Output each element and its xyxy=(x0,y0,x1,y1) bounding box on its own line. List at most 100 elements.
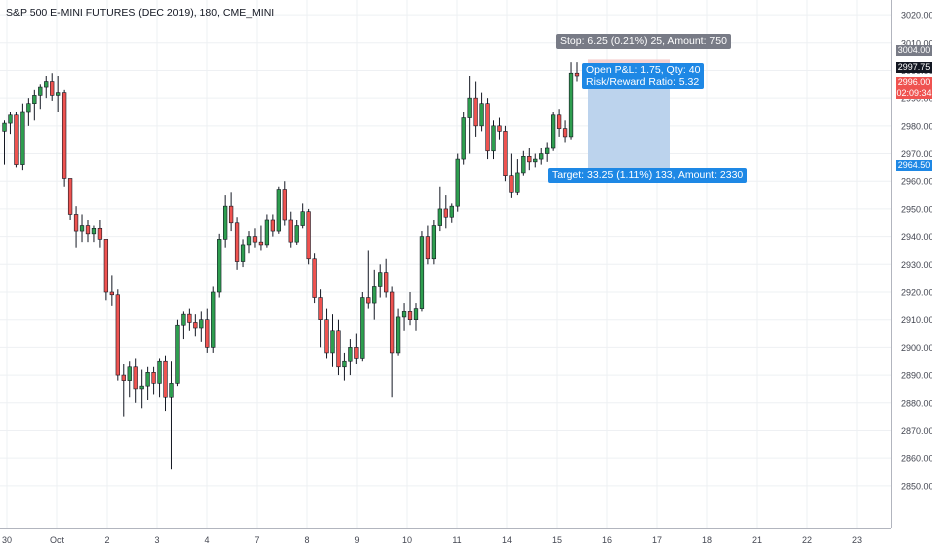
candle-body xyxy=(252,236,258,243)
candle-body xyxy=(294,225,299,243)
candle-body xyxy=(223,205,228,240)
x-tick-label: 9 xyxy=(354,535,359,545)
x-tick-label: 2 xyxy=(104,535,109,545)
x-tick-label: 7 xyxy=(254,535,259,545)
candle-body xyxy=(449,205,454,218)
target-label: Target: 33.25 (1.11%) 133, Amount: 2330 xyxy=(548,168,748,183)
candle-body xyxy=(378,272,383,287)
y-tick-label: 2890.00 xyxy=(901,371,932,381)
candle-body xyxy=(73,214,79,232)
candle-body xyxy=(276,189,281,232)
x-tick-label: 22 xyxy=(802,535,812,545)
candle-body xyxy=(240,244,246,262)
candle-body xyxy=(103,239,109,293)
target-zone xyxy=(588,81,670,169)
open-pnl-text: Open P&L: 1.75, Qty: 40 xyxy=(586,64,701,76)
candle-body xyxy=(372,286,377,304)
x-tick-label: 14 xyxy=(502,535,512,545)
candle-body xyxy=(479,103,484,127)
y-tick-label: 2980.00 xyxy=(901,121,932,131)
candle-body xyxy=(443,208,448,218)
candle-body xyxy=(503,131,508,176)
candle-body xyxy=(515,172,520,193)
candle-body xyxy=(50,81,55,96)
candle-body xyxy=(205,319,210,348)
candle-body xyxy=(425,236,431,260)
candle-body xyxy=(217,239,222,293)
candle-body xyxy=(348,347,353,362)
risk-reward-text: Risk/Reward Ratio: 5.32 xyxy=(586,76,700,88)
candle-body xyxy=(318,297,323,320)
candle-body xyxy=(545,147,550,154)
candle-body xyxy=(157,360,162,384)
y-tick-label: 2910.00 xyxy=(901,315,932,325)
candle-body xyxy=(455,158,460,207)
candle-body xyxy=(312,258,317,298)
last-price-badge: 2997.75 xyxy=(896,62,932,73)
candle-body xyxy=(14,114,19,165)
candle-body xyxy=(270,219,276,232)
candle-body xyxy=(38,86,43,96)
candle-body xyxy=(431,225,437,260)
y-tick-label: 2880.00 xyxy=(901,398,932,408)
x-tick-label: Oct xyxy=(50,535,65,545)
candle-body xyxy=(151,372,156,384)
candle-body xyxy=(395,316,401,354)
candle-body xyxy=(324,319,329,354)
x-tick-label: 11 xyxy=(452,535,461,545)
candle-body xyxy=(539,153,544,160)
candle-body xyxy=(2,122,7,132)
candle-body xyxy=(467,97,472,118)
candle-body xyxy=(258,241,264,246)
candle-body xyxy=(264,219,270,246)
candle-body xyxy=(330,330,335,354)
candle-body xyxy=(437,208,442,226)
candle-body xyxy=(366,297,371,304)
candle-body xyxy=(211,291,216,348)
candle-body xyxy=(300,211,305,226)
x-tick-label: 23 xyxy=(852,535,862,545)
target-price-badge: 2964.50 xyxy=(896,160,932,171)
stop-price-badge: 3004.00 xyxy=(896,45,932,56)
y-tick-label: 2950.00 xyxy=(901,204,932,214)
candle-body xyxy=(175,324,180,384)
candle-body xyxy=(91,228,97,235)
candle-body xyxy=(533,158,538,163)
candle-body xyxy=(181,313,186,326)
chart-title: S&P 500 E-MINI FUTURES (DEC 2019), 180, … xyxy=(6,7,275,19)
y-tick-label: 2870.00 xyxy=(901,426,932,436)
candle-body xyxy=(407,311,413,320)
y-tick-label: 2960.00 xyxy=(901,177,932,187)
y-tick-label: 2930.00 xyxy=(901,260,932,270)
candle-body xyxy=(497,125,502,132)
x-tick-label: 4 xyxy=(204,535,209,545)
x-tick-label: 18 xyxy=(702,535,712,545)
stop-label: Stop: 6.25 (0.21%) 25, Amount: 750 xyxy=(556,34,731,49)
candle-body xyxy=(389,291,395,354)
y-tick-label: 2850.00 xyxy=(901,481,932,491)
candle-body xyxy=(562,128,568,138)
y-tick-label: 2970.00 xyxy=(901,149,932,159)
candle-body xyxy=(461,117,466,160)
x-tick-label: 10 xyxy=(402,535,412,545)
candle-body xyxy=(401,311,407,318)
position-pnl-box[interactable]: Open P&L: 1.75, Qty: 40 Risk/Reward Rati… xyxy=(582,63,705,89)
candle-body xyxy=(32,95,37,104)
candle-body xyxy=(26,103,31,113)
y-tick-label: 2920.00 xyxy=(901,288,932,298)
y-tick-label: 2940.00 xyxy=(901,232,932,242)
bar-timer-badge: 02:09:34 xyxy=(896,88,932,99)
candle-body xyxy=(8,114,13,124)
candle-body xyxy=(193,322,198,329)
candle-body xyxy=(121,374,126,381)
candle-body xyxy=(56,92,61,96)
candle-body xyxy=(61,92,67,179)
candle-body xyxy=(556,114,562,129)
candle-body xyxy=(246,236,252,246)
candle-body xyxy=(336,330,341,368)
candle-body xyxy=(527,156,532,163)
candle-body xyxy=(97,228,103,240)
candle-body xyxy=(485,103,490,152)
